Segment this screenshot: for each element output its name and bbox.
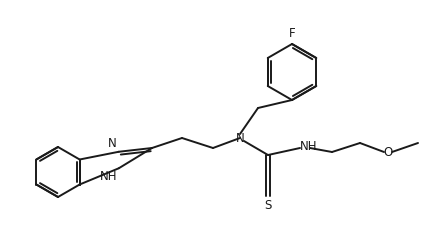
Text: N: N xyxy=(236,131,245,144)
Text: F: F xyxy=(289,27,295,40)
Text: S: S xyxy=(264,199,272,212)
Text: NH: NH xyxy=(100,170,118,183)
Text: N: N xyxy=(108,137,117,150)
Text: O: O xyxy=(383,146,392,159)
Text: NH: NH xyxy=(300,140,318,153)
